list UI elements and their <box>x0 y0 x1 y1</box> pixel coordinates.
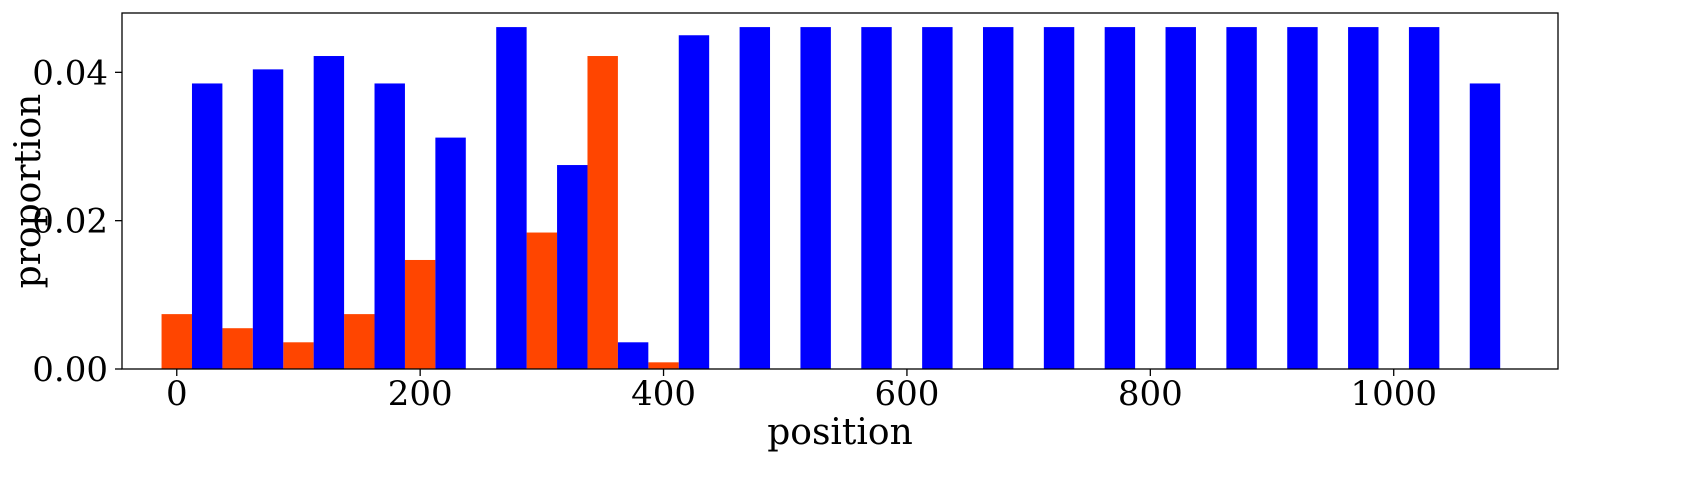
bar-series2-9 <box>739 27 771 369</box>
bar-series2-15 <box>1104 27 1136 369</box>
y-tick-label: 0.02 <box>32 202 108 242</box>
bar-series2-6 <box>557 165 588 369</box>
x-tick-label: 400 <box>631 374 696 414</box>
bar-series2-5 <box>496 27 527 369</box>
x-tick-label: 800 <box>1118 374 1183 414</box>
bar-series2-21 <box>1469 83 1501 369</box>
plot-frame <box>121 12 1559 370</box>
bar-series2-0 <box>191 83 223 369</box>
bar-series2-8 <box>678 35 710 369</box>
bar-series2-13 <box>982 27 1014 369</box>
bar-series2-10 <box>800 27 831 369</box>
bar-series2-4 <box>435 137 466 369</box>
bar-series2-11 <box>861 27 892 369</box>
bar-series2-18 <box>1287 27 1318 369</box>
ticks-group: 0 200 400 600 800 1000 0.00 0.02 0.04 <box>32 53 1437 414</box>
bar-series1-4 <box>404 259 436 369</box>
x-tick-label: 1000 <box>1350 374 1437 414</box>
y-tick-label: 0.04 <box>32 53 108 93</box>
x-tick-label: 600 <box>874 374 939 414</box>
y-axis-label: proportion <box>8 94 49 289</box>
bar-series1-6 <box>587 56 618 370</box>
bars-group <box>161 27 1501 370</box>
bar-series1-1 <box>222 328 253 369</box>
bar-series2-1 <box>252 69 284 369</box>
bar-series1-2 <box>283 342 314 369</box>
x-axis-label: position <box>767 412 913 453</box>
bar-series2-16 <box>1165 27 1196 369</box>
bar-series2-19 <box>1348 27 1379 369</box>
bar-series2-2 <box>313 56 345 370</box>
y-tick-label: 0.00 <box>32 350 108 390</box>
bar-series1-7 <box>648 362 679 369</box>
bar-series2-20 <box>1408 27 1440 369</box>
bar-series2-7 <box>617 342 649 369</box>
bar-series1-0 <box>161 314 192 369</box>
bar-series2-12 <box>922 27 953 369</box>
bar-series2-14 <box>1043 27 1075 369</box>
bar-series2-3 <box>374 83 405 369</box>
x-tick-label: 200 <box>388 374 453 414</box>
bar-series1-5 <box>526 232 558 369</box>
bar-series1-3 <box>344 314 375 369</box>
x-tick-label: 0 <box>166 374 188 414</box>
bar-series2-17 <box>1226 27 1257 369</box>
